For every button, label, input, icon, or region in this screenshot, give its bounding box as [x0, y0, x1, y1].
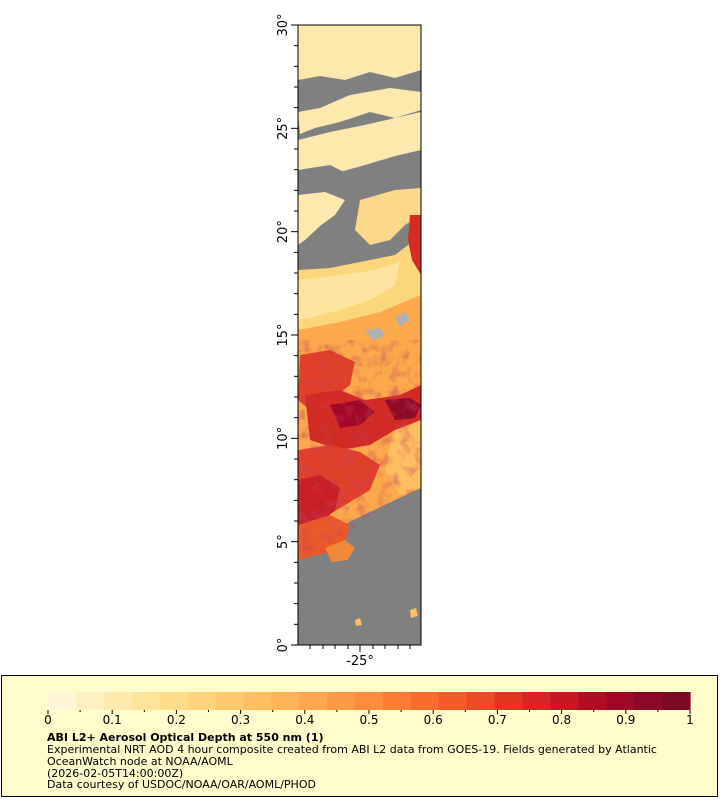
lat-tick-label: 10°	[276, 427, 291, 450]
legend-panel: 0 0.1 0.2 0.3 0.4 0.5 0.6 0.7 0.8 0.9 1	[1, 675, 718, 797]
colorbar-swatch	[243, 692, 272, 710]
lat-tick-label: 20°	[276, 220, 291, 243]
colorbar-tick-label: 0.8	[552, 713, 571, 727]
no-data-south	[298, 488, 421, 645]
colorbar: 0 0.1 0.2 0.3 0.4 0.5 0.6 0.7 0.8 0.9 1	[44, 692, 694, 727]
colorbar-swatch	[103, 692, 133, 710]
colorbar-tick-label: 0.9	[616, 713, 635, 727]
aod-high-ne	[408, 215, 421, 275]
latitude-axis: 0° 5° 10° 15° 20° 25° 30°	[276, 13, 298, 652]
aod-south-blob	[325, 540, 355, 562]
colorbar-swatch	[131, 692, 161, 710]
colorbar-tick-label: 0.1	[103, 713, 122, 727]
aod-pale-north	[298, 25, 421, 80]
colorbar-swatch	[578, 692, 607, 710]
colorbar-tick-label: 1	[686, 713, 694, 727]
colorbar-swatch	[327, 692, 356, 710]
aerosol-map-figure: 0° 5° 10° 15° 20° 25° 30° -25°	[276, 13, 422, 669]
cloud-gap-3	[395, 312, 410, 326]
colorbar-swatch	[410, 692, 440, 710]
colorbar-swatch	[187, 692, 217, 710]
lat-tick-label: 15°	[276, 323, 291, 346]
colorbar-swatch	[159, 692, 189, 710]
cloud-gap-2	[365, 328, 385, 340]
lat-tick-label: 0°	[276, 638, 291, 653]
colorbar-swatch	[271, 692, 300, 710]
colorbar-swatch	[606, 692, 635, 710]
colorbar-tick-label: 0.7	[488, 713, 507, 727]
colorbar-swatch	[466, 692, 496, 710]
colorbar-tick-label: 0	[44, 713, 52, 727]
legend-credit: Data courtesy of USDOC/NOAA/OAR/AOML/PHO…	[47, 778, 316, 791]
colorbar-swatch	[494, 692, 524, 710]
longitude-axis: -25°	[309, 645, 411, 669]
legend-description-line1: Experimental NRT AOD 4 hour composite cr…	[47, 743, 657, 756]
cloud-gap-1	[298, 165, 350, 190]
colorbar-swatch	[438, 692, 468, 710]
lon-tick-label: -25°	[346, 654, 374, 669]
colorbar-swatch	[634, 692, 663, 710]
lat-tick-label: 25°	[276, 117, 291, 140]
colorbar-tick-label: 0.5	[359, 713, 378, 727]
colorbar-swatch	[215, 692, 244, 710]
colorbar-tick-label: 0.2	[167, 713, 186, 727]
legend-timestamp: (2026-02-05T14:00:00Z)	[47, 767, 184, 780]
aod-pale-patch-1	[298, 192, 345, 245]
colorbar-tick-label: 0.4	[295, 713, 314, 727]
colorbar-swatch	[355, 692, 384, 710]
colorbar-swatch	[299, 692, 328, 710]
aod-south-specks	[355, 608, 418, 626]
aod-pale-band-2	[298, 88, 421, 134]
aod-field	[298, 25, 421, 645]
legend-title: ABI L2+ Aerosol Optical Depth at 550 nm …	[47, 731, 324, 744]
aod-pale-patch-2	[355, 188, 421, 245]
colorbar-swatch	[550, 692, 579, 710]
legend-description-line2: OceanWatch node at NOAA/AOML	[47, 755, 233, 768]
colorbar-tick-label: 0.6	[424, 713, 443, 727]
colorbar-swatch	[522, 692, 552, 710]
colorbar-swatch	[75, 692, 105, 710]
lat-tick-label: 5°	[276, 534, 291, 549]
colorbar-tick-label: 0.3	[231, 713, 250, 727]
colorbar-swatch	[662, 692, 691, 710]
lat-tick-label: 30°	[276, 13, 291, 36]
colorbar-swatch	[382, 692, 412, 710]
aod-mid-band-pale	[298, 262, 400, 320]
colorbar-swatch	[48, 692, 77, 710]
